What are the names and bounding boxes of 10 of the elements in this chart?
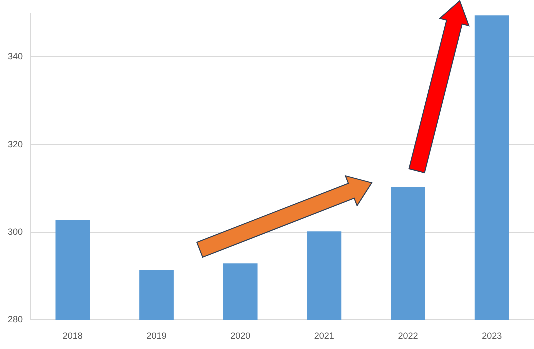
y-tick-label: 320: [8, 139, 24, 150]
y-tick-label: 340: [8, 52, 24, 62]
x-tick-label: 2019: [146, 331, 167, 342]
x-tick-label: 2020: [230, 331, 251, 342]
y-tick-label: 280: [8, 314, 24, 325]
x-tick-label: 2021: [314, 331, 334, 342]
y-tick-label: 300: [8, 227, 24, 238]
x-tick-label: 2022: [398, 331, 418, 342]
x-tick-label: 2018: [62, 331, 83, 342]
x-tick-label: 2023: [482, 331, 502, 342]
